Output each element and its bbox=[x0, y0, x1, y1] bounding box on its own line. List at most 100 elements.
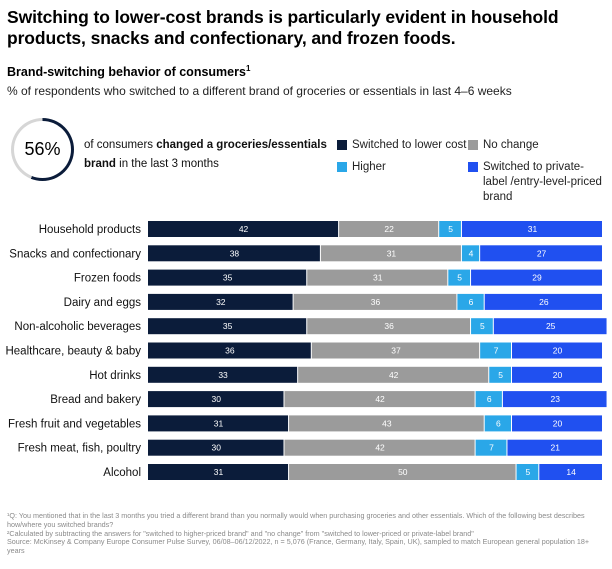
bar-value-label-dairy-and-eggs-3: 26 bbox=[539, 297, 549, 307]
bar-value-label-hot-drinks-1: 42 bbox=[389, 370, 399, 380]
bar-value-label-healthcare-beauty-baby-2: 7 bbox=[494, 346, 499, 356]
bar-value-label-fresh-fruit-and-vegetables-2: 6 bbox=[496, 418, 501, 428]
bar-value-label-snacks-and-confectionary-1: 31 bbox=[387, 248, 397, 258]
kpi-text-post: in the last 3 months bbox=[115, 158, 219, 170]
legend-label-higher: Higher bbox=[352, 161, 386, 173]
bar-value-label-hot-drinks-3: 20 bbox=[553, 370, 563, 380]
bar-segment-alcohol-2 bbox=[516, 464, 539, 480]
bar-segment-frozen-foods-0 bbox=[148, 269, 307, 286]
bar-segment-hot-drinks-1 bbox=[298, 366, 489, 383]
legend-item-no-change: No change bbox=[468, 138, 539, 153]
bar-value-label-non-alcoholic-beverages-0: 35 bbox=[223, 321, 233, 331]
bar-segment-non-alcoholic-beverages-2 bbox=[471, 318, 493, 335]
bar-value-label-fresh-meat-fish-poultry-1: 42 bbox=[375, 443, 385, 453]
bar-value-label-healthcare-beauty-baby-0: 36 bbox=[225, 346, 235, 356]
bar-segment-fresh-meat-fish-poultry-2 bbox=[475, 439, 507, 456]
kpi-ring: 56% bbox=[11, 118, 74, 181]
bar-segment-alcohol-1 bbox=[289, 464, 516, 480]
bar-segment-household-products-1 bbox=[339, 221, 439, 237]
bar-segment-healthcare-beauty-baby-1 bbox=[311, 342, 480, 359]
category-label-dairy-and-eggs: Dairy and eggs bbox=[64, 297, 142, 309]
subtitle-text: Brand-switching behavior of consumers bbox=[7, 65, 246, 80]
bar-segment-bread-and-bakery-3 bbox=[502, 391, 607, 408]
category-label-snacks-and-confectionary: Snacks and confectionary bbox=[9, 248, 141, 260]
bar-segment-household-products-3 bbox=[461, 221, 602, 237]
bar-value-label-bread-and-bakery-2: 6 bbox=[487, 394, 492, 404]
bar-segment-hot-drinks-0 bbox=[148, 366, 298, 383]
bar-segment-snacks-and-confectionary-1 bbox=[320, 245, 461, 262]
unit-note: % of respondents who switched to a diffe… bbox=[7, 84, 512, 98]
bar-segment-non-alcoholic-beverages-1 bbox=[307, 318, 471, 335]
legend-swatch-no-change bbox=[468, 140, 478, 150]
category-label-fresh-meat-fish-poultry: Fresh meat, fish, poultry bbox=[18, 443, 142, 455]
legend-swatch-higher bbox=[337, 162, 347, 172]
bar-segment-frozen-foods-1 bbox=[307, 269, 448, 286]
bar-segment-fresh-fruit-and-vegetables-2 bbox=[484, 415, 511, 432]
legend-item-lower-cost: Switched to lower cost bbox=[337, 138, 466, 153]
bar-segment-fresh-fruit-and-vegetables-1 bbox=[289, 415, 484, 432]
bar-segment-snacks-and-confectionary-2 bbox=[461, 245, 480, 262]
bar-segment-healthcare-beauty-baby-0 bbox=[148, 342, 311, 359]
bar-segment-bread-and-bakery-1 bbox=[284, 391, 475, 408]
bar-segment-snacks-and-confectionary-3 bbox=[480, 245, 602, 262]
bar-segment-non-alcoholic-beverages-0 bbox=[148, 318, 307, 335]
bar-segment-hot-drinks-3 bbox=[512, 366, 602, 383]
category-label-frozen-foods: Frozen foods bbox=[74, 273, 141, 285]
category-label-bread-and-bakery: Bread and bakery bbox=[50, 394, 141, 406]
bar-segment-fresh-meat-fish-poultry-3 bbox=[507, 439, 602, 456]
bar-segment-fresh-fruit-and-vegetables-3 bbox=[512, 415, 602, 432]
bar-value-label-snacks-and-confectionary-3: 27 bbox=[537, 248, 547, 258]
bar-value-label-frozen-foods-0: 35 bbox=[223, 273, 233, 283]
bar-value-label-bread-and-bakery-1: 42 bbox=[375, 394, 385, 404]
bar-value-label-alcohol-2: 5 bbox=[526, 467, 531, 477]
category-label-healthcare-beauty-baby: Healthcare, beauty & baby bbox=[5, 346, 141, 358]
bar-segment-dairy-and-eggs-1 bbox=[293, 293, 457, 310]
bar-segment-dairy-and-eggs-3 bbox=[484, 293, 602, 310]
subtitle-footnote-marker: 1 bbox=[245, 64, 251, 73]
bar-segment-hot-drinks-2 bbox=[489, 366, 511, 383]
chart-headline: Switching to lower-cost brands is partic… bbox=[7, 7, 559, 48]
bar-value-label-hot-drinks-2: 5 bbox=[498, 370, 503, 380]
bar-value-label-fresh-meat-fish-poultry-3: 21 bbox=[550, 443, 560, 453]
legend-swatch-lower-cost bbox=[337, 140, 347, 150]
bar-segment-healthcare-beauty-baby-3 bbox=[512, 342, 602, 359]
bar-segment-healthcare-beauty-baby-2 bbox=[480, 342, 511, 359]
bar-value-label-fresh-fruit-and-vegetables-3: 20 bbox=[553, 418, 563, 428]
bar-segment-snacks-and-confectionary-0 bbox=[148, 245, 320, 262]
bar-value-label-household-products-1: 22 bbox=[384, 224, 394, 234]
bar-segment-frozen-foods-3 bbox=[471, 269, 602, 286]
bar-segment-dairy-and-eggs-0 bbox=[148, 293, 293, 310]
bar-segment-fresh-meat-fish-poultry-0 bbox=[148, 439, 284, 456]
bar-value-label-alcohol-3: 14 bbox=[566, 467, 576, 477]
bar-value-label-household-products-3: 31 bbox=[528, 224, 538, 234]
legend-label-private-label: Switched to private-label /entry-level-p… bbox=[483, 161, 602, 203]
legend-item-private-label: Switched to private-label /entry-level-p… bbox=[468, 160, 608, 205]
bar-segment-non-alcoholic-beverages-3 bbox=[493, 318, 607, 335]
bar-value-label-snacks-and-confectionary-2: 4 bbox=[469, 248, 474, 258]
kpi-description: of consumers changed a groceries/essenti… bbox=[84, 136, 329, 174]
bar-value-label-bread-and-bakery-0: 30 bbox=[212, 394, 222, 404]
bar-value-label-dairy-and-eggs-2: 6 bbox=[469, 297, 474, 307]
bar-segment-alcohol-0 bbox=[148, 464, 289, 480]
bar-segment-dairy-and-eggs-2 bbox=[457, 293, 484, 310]
bar-value-label-snacks-and-confectionary-0: 38 bbox=[230, 248, 240, 258]
bar-value-label-fresh-meat-fish-poultry-0: 30 bbox=[212, 443, 222, 453]
bar-value-label-non-alcoholic-beverages-1: 36 bbox=[384, 321, 394, 331]
bar-value-label-non-alcoholic-beverages-2: 5 bbox=[480, 321, 485, 331]
kpi-value: 56% bbox=[14, 121, 71, 178]
chart-subtitle: Brand-switching behavior of consumers1 bbox=[7, 64, 250, 79]
bar-value-label-dairy-and-eggs-1: 36 bbox=[371, 297, 381, 307]
bar-segment-bread-and-bakery-2 bbox=[475, 391, 502, 408]
bar-segment-fresh-meat-fish-poultry-1 bbox=[284, 439, 475, 456]
category-label-fresh-fruit-and-vegetables: Fresh fruit and vegetables bbox=[8, 418, 141, 430]
bar-value-label-healthcare-beauty-baby-3: 20 bbox=[553, 346, 563, 356]
bar-segment-alcohol-3 bbox=[539, 464, 602, 480]
legend-label-no-change: No change bbox=[483, 139, 539, 151]
bar-value-label-household-products-0: 42 bbox=[239, 224, 249, 234]
bar-value-label-non-alcoholic-beverages-3: 25 bbox=[546, 321, 556, 331]
bar-value-label-healthcare-beauty-baby-1: 37 bbox=[391, 346, 401, 356]
footnote-1: ¹Q: You mentioned that in the last 3 mon… bbox=[7, 511, 585, 529]
bar-value-label-hot-drinks-0: 33 bbox=[218, 370, 228, 380]
bar-value-label-alcohol-1: 50 bbox=[398, 467, 408, 477]
category-label-household-products: Household products bbox=[39, 224, 142, 236]
